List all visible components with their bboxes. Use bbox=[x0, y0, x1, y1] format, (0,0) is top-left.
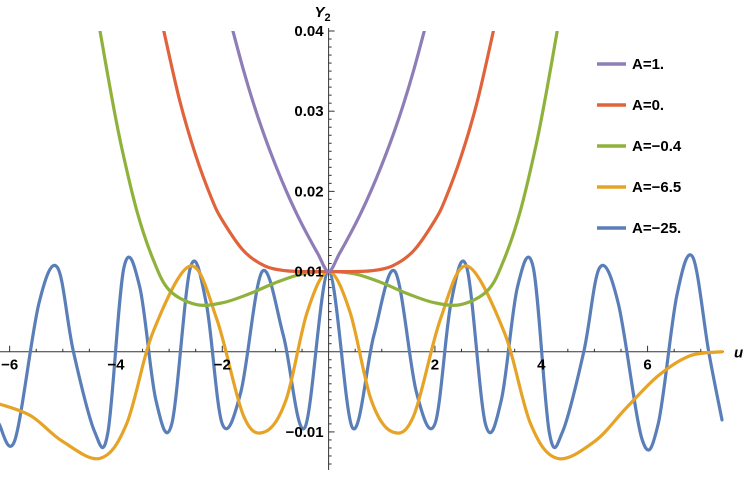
series-line-4 bbox=[0, 253, 724, 452]
x-tick-label: −6 bbox=[1, 357, 18, 374]
y-axis-title-subscript: 2 bbox=[325, 12, 331, 24]
x-axis-title: u bbox=[734, 345, 743, 362]
legend: A=1. A=0. A=−0.4 A=−6.5 A=−25. bbox=[597, 56, 682, 237]
legend-label: A=1. bbox=[632, 56, 664, 73]
axes bbox=[0, 28, 724, 470]
series-line-3 bbox=[0, 264, 724, 461]
legend-label: A=0. bbox=[632, 97, 664, 114]
x-tick-label: −4 bbox=[107, 357, 125, 374]
x-tick-label: −2 bbox=[214, 357, 231, 374]
legend-label: A=−6.5 bbox=[632, 179, 681, 196]
y-tick-label: 0.02 bbox=[294, 183, 323, 200]
series-line-0 bbox=[231, 31, 426, 274]
x-tick-label: 2 bbox=[431, 357, 439, 374]
legend-label: A=−25. bbox=[632, 220, 681, 237]
labels-layer: −6 −4 −2 2 4 6 −0.01 0.01 0.02 0.03 0.04 u Y2 bbox=[1, 4, 743, 441]
y-axis-title: Y2 bbox=[315, 4, 331, 24]
legend-label: A=−0.4 bbox=[632, 138, 682, 155]
x-tick-label: 4 bbox=[537, 357, 546, 374]
y-tick-label: −0.01 bbox=[286, 424, 324, 441]
y-tick-label: 0.01 bbox=[294, 264, 323, 281]
y-tick-label: 0.03 bbox=[294, 103, 323, 120]
x-tick-label: 6 bbox=[643, 357, 651, 374]
y-tick-label: 0.04 bbox=[294, 23, 324, 40]
series-layer bbox=[0, 31, 724, 461]
